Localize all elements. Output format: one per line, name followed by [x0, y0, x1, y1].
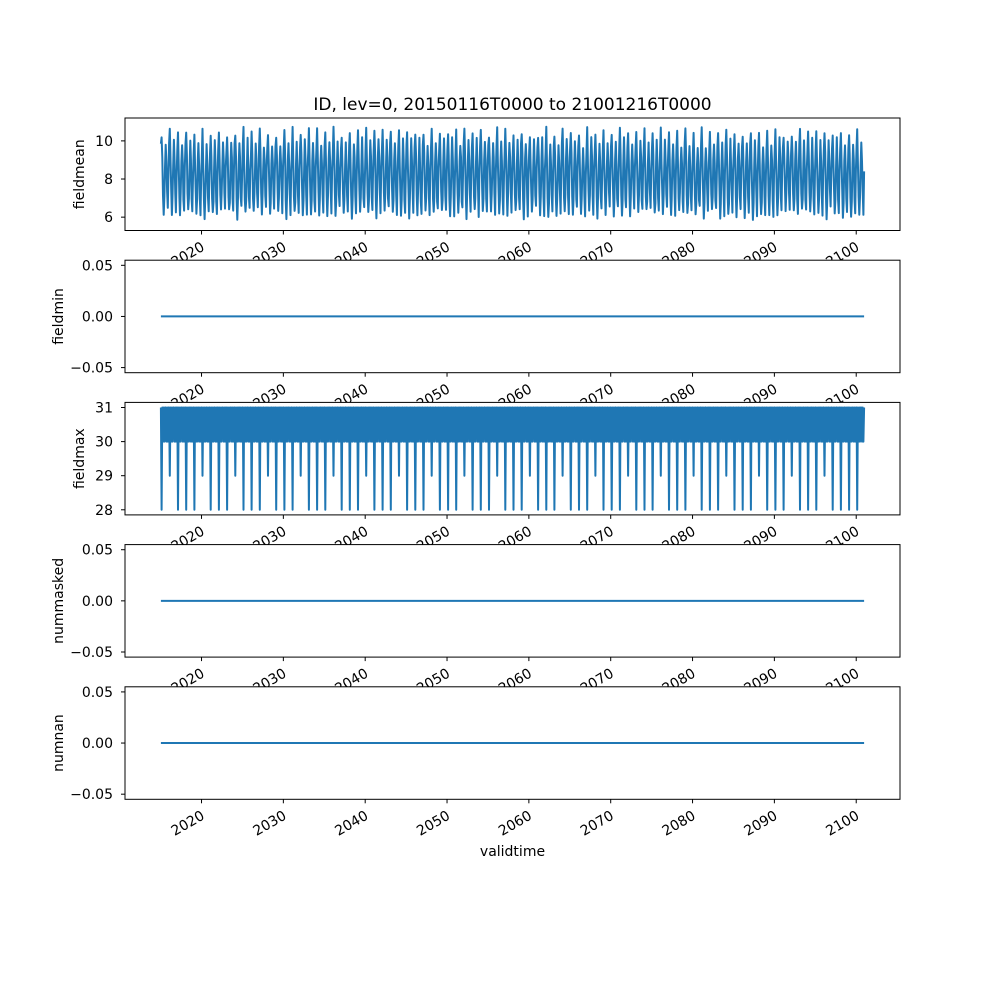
x-tick-label: 2020: [169, 808, 208, 840]
y-tick-label: 30: [95, 435, 113, 451]
y-axis-label-fieldmax: fieldmax: [72, 428, 88, 489]
y-tick-label: 6: [104, 210, 113, 226]
x-tick-label: 2080: [660, 808, 699, 840]
y-axis-label-fieldmean: fieldmean: [72, 139, 88, 209]
y-tick-label: 0.05: [82, 543, 113, 559]
y-tick-label: 0.00: [82, 309, 113, 325]
x-tick-label: 2070: [578, 808, 617, 840]
x-tick-label: 2100: [823, 808, 862, 840]
chart-title: ID, lev=0, 20150116T0000 to 21001216T000…: [313, 95, 712, 115]
y-tick-label: −0.05: [70, 787, 113, 803]
series-line-fieldmean: [159, 125, 866, 221]
axes-frame-fieldmax: [124, 401, 901, 516]
x-tick-label: 2090: [742, 808, 781, 840]
y-tick-label: 0.05: [82, 685, 113, 701]
y-axis-label-nummasked: nummasked: [51, 558, 67, 644]
x-tick-label: 2030: [250, 808, 289, 840]
y-tick-label: 10: [95, 134, 113, 150]
y-tick-label: −0.05: [70, 645, 113, 661]
y-tick-label: 31: [95, 401, 113, 417]
x-tick-label: 2060: [496, 808, 535, 840]
y-tick-label: 0.05: [82, 258, 113, 274]
y-tick-label: 0.00: [82, 594, 113, 610]
axes-frame-fieldmean: [124, 117, 901, 231]
y-tick-label: 29: [95, 469, 113, 485]
y-tick-label: 0.00: [82, 736, 113, 752]
y-axis-label-fieldmin: fieldmin: [51, 288, 67, 345]
y-tick-label: −0.05: [70, 361, 113, 377]
x-tick-label: 2040: [332, 808, 371, 840]
y-tick-label: 8: [104, 172, 113, 188]
y-tick-label: 28: [95, 503, 113, 519]
x-axis-label: validtime: [479, 844, 546, 860]
y-axis-label-numnan: numnan: [51, 714, 67, 772]
x-tick-label: 2050: [414, 808, 453, 840]
series-line-fieldmax: [159, 406, 866, 511]
